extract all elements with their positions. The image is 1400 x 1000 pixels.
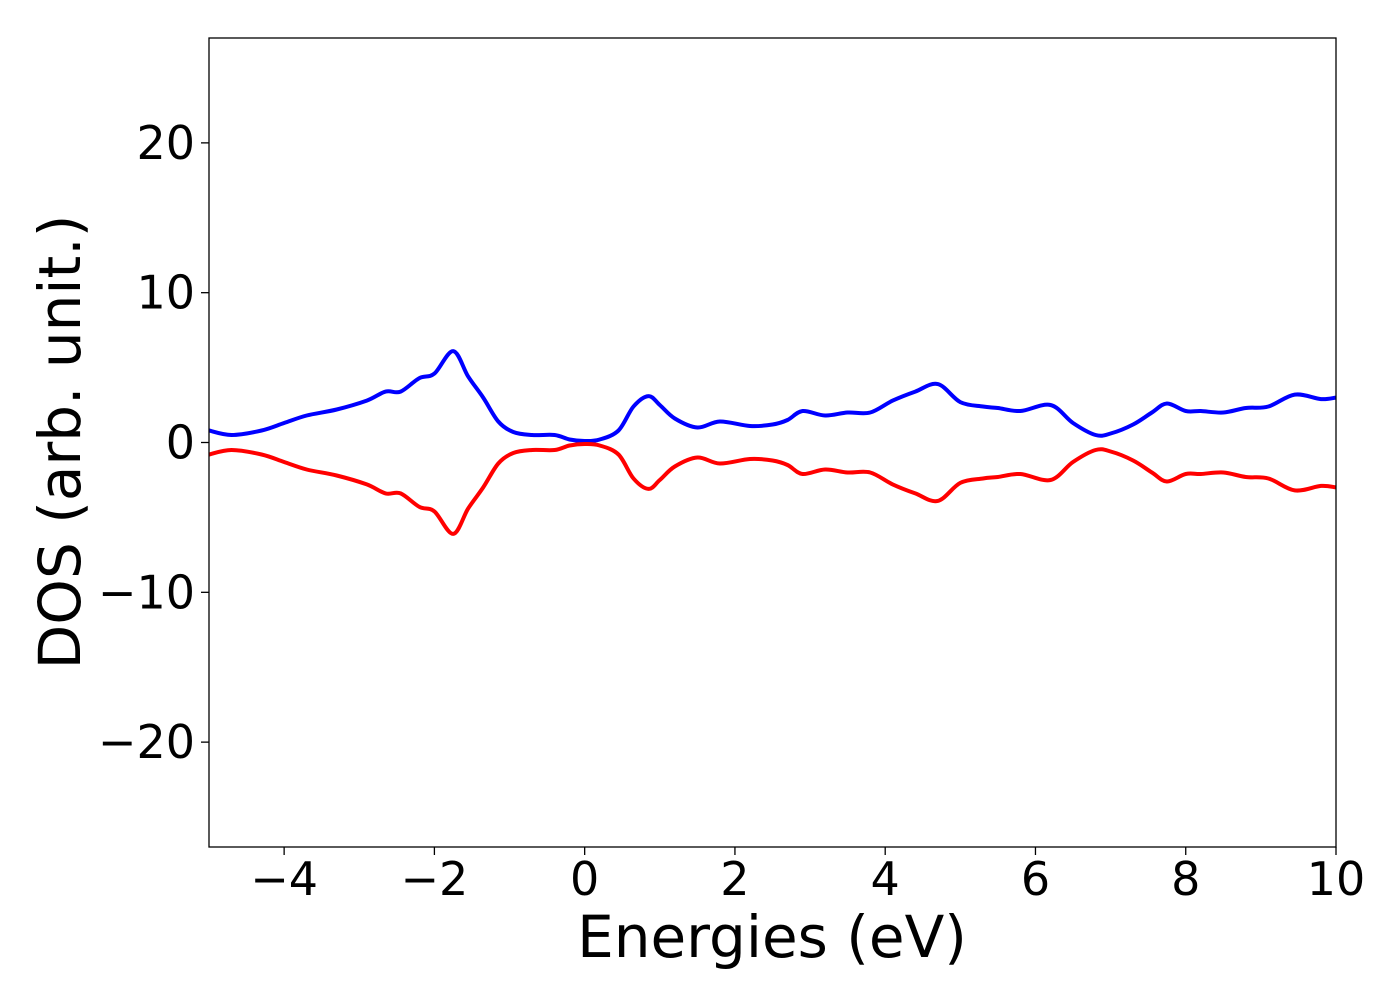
x-tick-label: 4 [871, 852, 900, 906]
y-axis-label: DOS (arb. unit.) [26, 215, 94, 670]
x-tick-label: −2 [400, 852, 468, 906]
y-tick-label: 0 [166, 416, 195, 470]
x-axis-label: Energies (eV) [577, 903, 967, 971]
x-tick-label: 6 [1021, 852, 1050, 906]
x-tick-label: 10 [1307, 852, 1366, 906]
x-axis-ticks: −4 −2 0 2 4 6 8 10 [250, 847, 1365, 906]
dos-series-line-blue [209, 349, 1336, 444]
y-tick-label: −10 [98, 565, 195, 619]
x-tick-label: 8 [1171, 852, 1200, 906]
y-tick-label: 10 [136, 266, 195, 320]
y-axis-ticks: 20 10 0 −10 −20 [98, 116, 209, 769]
x-tick-label: 0 [570, 852, 599, 906]
y-tick-label: −20 [98, 715, 195, 769]
y-tick-label: 20 [136, 116, 195, 170]
series-layer [209, 349, 1336, 536]
x-tick-label: −4 [250, 852, 318, 906]
plot-area-frame [208, 37, 1337, 848]
x-tick-label: 2 [720, 852, 749, 906]
dos-series-line-red [209, 441, 1336, 536]
